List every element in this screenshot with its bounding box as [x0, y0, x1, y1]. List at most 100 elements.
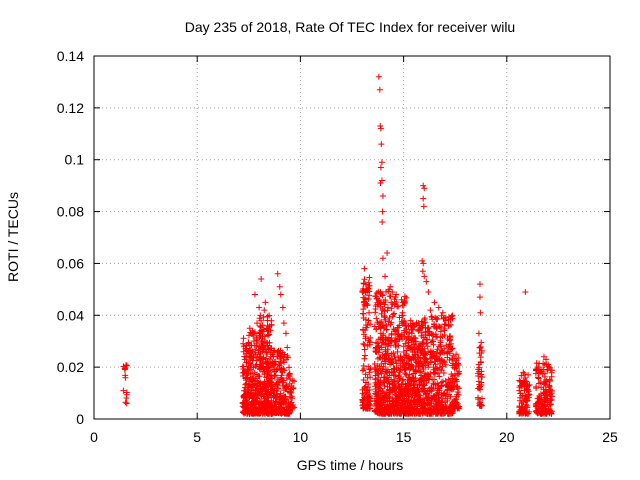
- data-point: [271, 359, 278, 366]
- data-point: [376, 399, 383, 406]
- data-point: [428, 384, 435, 391]
- data-point: [240, 393, 247, 400]
- y-axis-title: ROTI / TECUs: [5, 192, 21, 282]
- data-point: [259, 386, 266, 393]
- y-tick-label: 0.02: [57, 359, 84, 375]
- data-point: [275, 385, 282, 392]
- data-point: [406, 376, 413, 383]
- data-point: [245, 348, 252, 355]
- data-point: [406, 391, 413, 398]
- data-point: [533, 360, 540, 367]
- y-tick-label: 0.14: [57, 48, 84, 64]
- data-point: [280, 400, 287, 407]
- data-point: [405, 334, 412, 341]
- data-point: [453, 383, 460, 390]
- data-point: [362, 322, 369, 329]
- data-point: [379, 218, 386, 225]
- data-point: [427, 355, 434, 362]
- x-tick-label: 25: [602, 429, 618, 445]
- data-point: [475, 385, 482, 392]
- data-point: [243, 359, 250, 366]
- data-point: [247, 354, 254, 361]
- data-point: [244, 398, 251, 405]
- data-point: [272, 358, 279, 365]
- data-point: [378, 397, 385, 404]
- data-point: [424, 400, 431, 407]
- data-point: [475, 378, 482, 385]
- data-point: [277, 366, 284, 373]
- data-point: [520, 369, 527, 376]
- data-point: [541, 390, 548, 397]
- data-point: [249, 330, 256, 337]
- data-point: [455, 404, 462, 411]
- data-point: [446, 380, 453, 387]
- data-point: [423, 336, 430, 343]
- data-point: [395, 374, 402, 381]
- data-point: [375, 393, 382, 400]
- data-point: [365, 381, 372, 388]
- data-point: [382, 316, 389, 323]
- data-point: [382, 298, 389, 305]
- data-point: [258, 317, 265, 324]
- data-point: [413, 321, 420, 328]
- data-point: [417, 347, 424, 354]
- data-point: [381, 314, 388, 321]
- data-point: [414, 381, 421, 388]
- data-point: [431, 299, 438, 306]
- data-point: [392, 294, 399, 301]
- data-point: [364, 289, 371, 296]
- data-point: [418, 329, 425, 336]
- data-point: [425, 288, 432, 295]
- data-point: [384, 307, 391, 314]
- data-point: [535, 375, 542, 382]
- data-point: [263, 358, 270, 365]
- data-point: [478, 374, 485, 381]
- data-point: [393, 291, 400, 298]
- data-point: [258, 275, 265, 282]
- data-point: [244, 374, 251, 381]
- data-point: [406, 371, 413, 378]
- data-point: [376, 86, 383, 93]
- data-point: [420, 195, 427, 202]
- data-point: [447, 410, 454, 417]
- data-point: [395, 380, 402, 387]
- data-point: [389, 395, 396, 402]
- data-point: [264, 340, 271, 347]
- data-point: [391, 310, 398, 317]
- data-point: [394, 348, 401, 355]
- data-point: [406, 329, 413, 336]
- data-point: [476, 402, 483, 409]
- data-point: [277, 355, 284, 362]
- data-point: [267, 327, 274, 334]
- data-point: [253, 342, 260, 349]
- data-point: [399, 356, 406, 363]
- chart-title: Day 235 of 2018, Rate Of TEC Index for r…: [185, 19, 515, 35]
- data-point: [374, 382, 381, 389]
- data-point: [380, 330, 387, 337]
- data-point: [123, 362, 130, 369]
- data-point: [266, 312, 273, 319]
- data-point: [251, 404, 258, 411]
- data-point: [414, 403, 421, 410]
- data-point: [378, 141, 385, 148]
- data-point: [431, 352, 438, 359]
- data-point: [382, 355, 389, 362]
- data-point: [389, 288, 396, 295]
- data-point: [525, 394, 532, 401]
- data-point: [396, 388, 403, 395]
- data-point: [390, 366, 397, 373]
- data-point: [364, 374, 371, 381]
- data-point: [360, 306, 367, 313]
- data-point: [378, 318, 385, 325]
- data-point: [276, 362, 283, 369]
- data-point: [413, 359, 420, 366]
- data-point: [391, 353, 398, 360]
- data-point: [411, 384, 418, 391]
- data-point: [287, 388, 294, 395]
- data-point: [412, 367, 419, 374]
- data-point: [417, 368, 424, 375]
- data-point: [545, 361, 552, 368]
- x-tick-label: 5: [193, 429, 201, 445]
- data-point: [377, 123, 384, 130]
